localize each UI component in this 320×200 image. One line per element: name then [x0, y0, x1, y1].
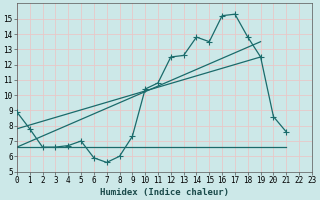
X-axis label: Humidex (Indice chaleur): Humidex (Indice chaleur)	[100, 188, 229, 197]
